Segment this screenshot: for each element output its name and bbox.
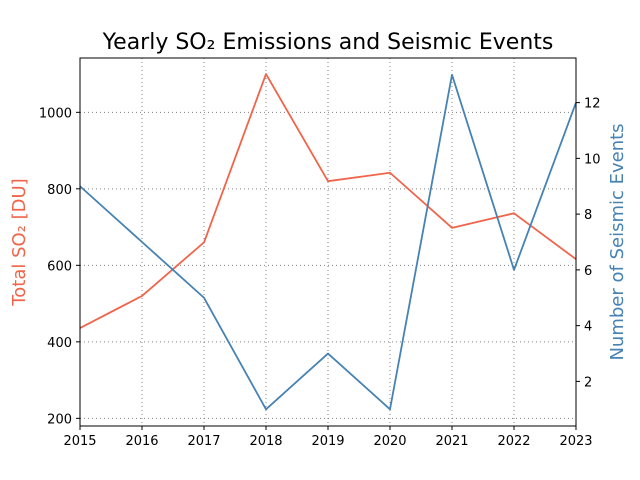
left-y-tick-label: 600 [47, 259, 72, 274]
left-y-tick-label: 1000 [39, 106, 72, 121]
right-y-tick-label: 2 [584, 375, 592, 390]
right-y-axis-label: Number of Seismic Events [607, 123, 628, 360]
right-y-axis: 2 4 6 8 10 12 [576, 97, 601, 390]
x-tick-label: 2016 [125, 434, 158, 449]
x-tick-label: 2020 [373, 434, 406, 449]
right-y-tick-label: 12 [584, 97, 601, 112]
x-tick-label: 2023 [559, 434, 592, 449]
so2-emissions-line [79, 73, 577, 329]
seismic-events-line [79, 73, 577, 411]
x-tick-label: 2022 [497, 434, 530, 449]
series-layer [79, 73, 577, 411]
left-y-tick-label: 800 [47, 183, 72, 198]
left-y-axis: 200 400 600 800 1000 [39, 106, 80, 427]
right-y-tick-label: 10 [584, 152, 601, 167]
chart-title: Yearly SO₂ Emissions and Seismic Events [102, 30, 554, 55]
x-tick-label: 2015 [63, 434, 96, 449]
right-y-tick-label: 4 [584, 320, 592, 335]
right-y-tick-label: 6 [584, 264, 592, 279]
right-y-tick-label: 8 [584, 208, 592, 223]
x-axis: 2015 2016 2017 2018 2019 2020 2021 2022 2023 [63, 426, 593, 449]
left-y-tick-label: 400 [47, 336, 72, 351]
left-y-axis-label: Total SO₂ [DU] [9, 178, 30, 306]
x-tick-label: 2017 [187, 434, 220, 449]
x-tick-label: 2019 [311, 434, 344, 449]
left-y-tick-label: 200 [47, 412, 72, 427]
x-tick-label: 2018 [249, 434, 282, 449]
grid [79, 58, 577, 426]
x-tick-label: 2021 [435, 434, 468, 449]
